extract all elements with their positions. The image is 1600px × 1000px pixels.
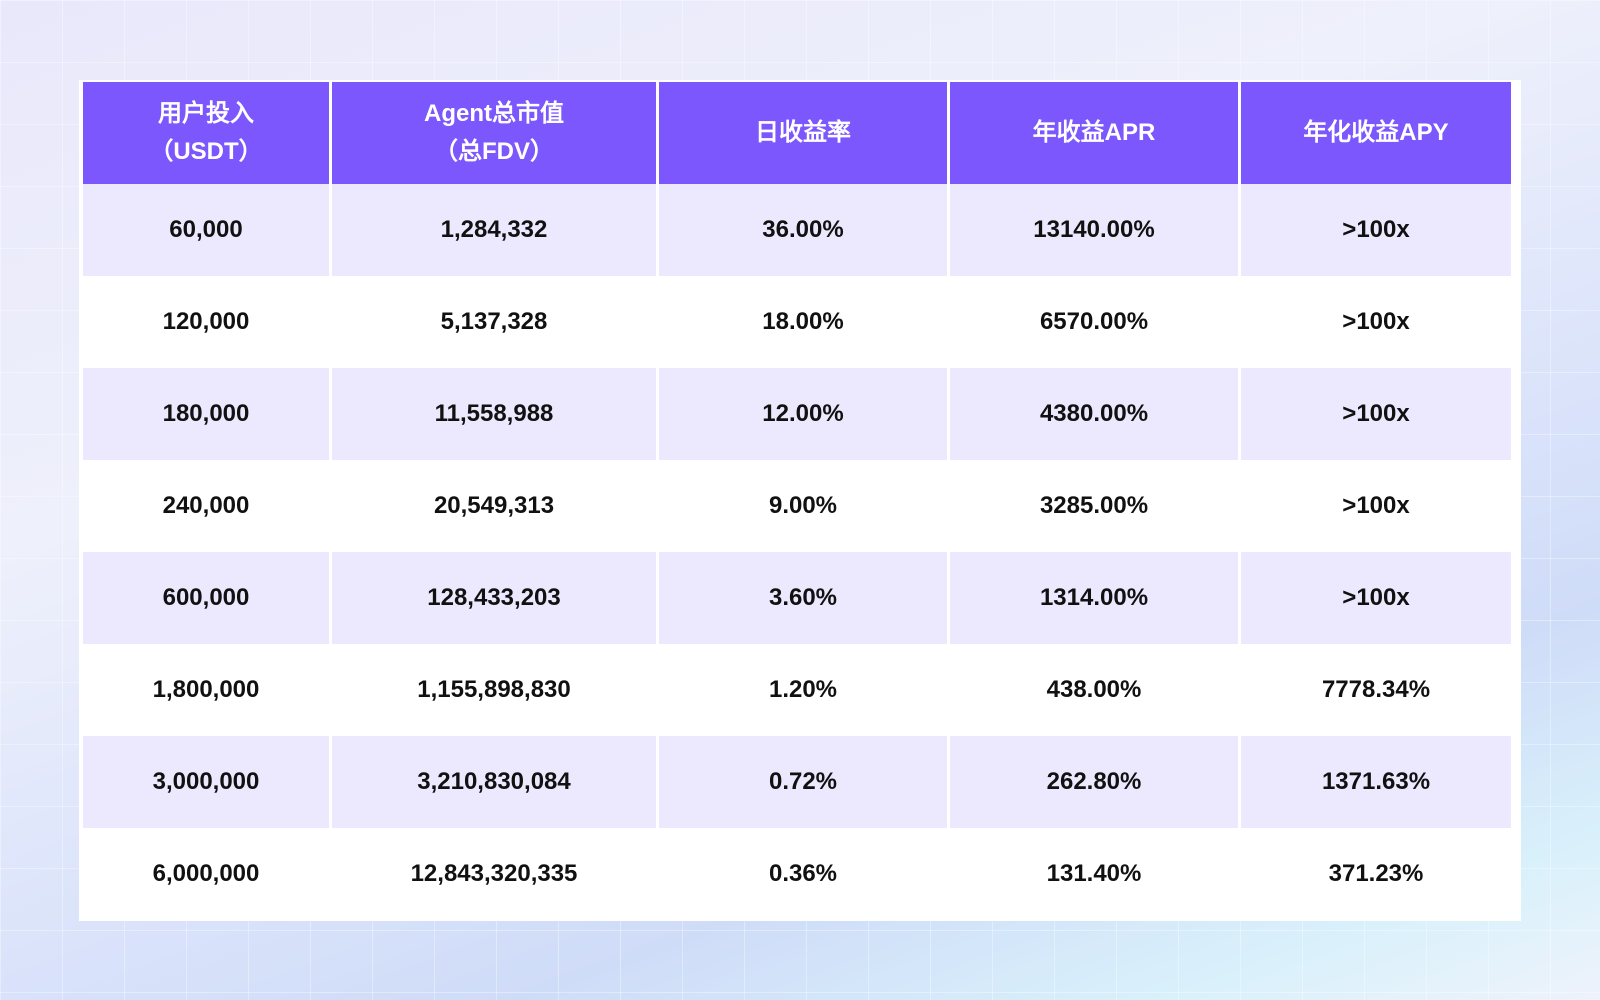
column-header: Agent总市值 （总FDV）	[332, 82, 656, 184]
table-cell: 600,000	[83, 552, 329, 644]
table-cell: 1371.63%	[1241, 736, 1511, 828]
table-row: 6,000,000 12,843,320,335 0.36% 131.40% 371.2…	[83, 828, 1511, 920]
yield-table: 用户投入 （USDT） Agent总市值 （总FDV） 日收益率 年收益APR 年化收益AP…	[80, 82, 1514, 920]
table-cell: 3.60%	[659, 552, 947, 644]
column-header-line2: （总FDV）	[434, 138, 554, 165]
table-cell: 1,155,898,830	[332, 644, 656, 736]
table-row: 600,000 128,433,203 3.60% 1314.00% >100x	[83, 552, 1511, 644]
table-cell: 4380.00%	[950, 368, 1238, 460]
table-cell: 36.00%	[659, 184, 947, 276]
table-cell: 18.00%	[659, 276, 947, 368]
table-cell: 180,000	[83, 368, 329, 460]
table-cell: 12,843,320,335	[332, 828, 656, 920]
table-cell: 60,000	[83, 184, 329, 276]
table-cell: 3285.00%	[950, 460, 1238, 552]
table-cell: 371.23%	[1241, 828, 1511, 920]
column-header-line1: Agent总市值	[424, 100, 564, 127]
table-cell: 1314.00%	[950, 552, 1238, 644]
table-row: 180,000 11,558,988 12.00% 4380.00% >100x	[83, 368, 1511, 460]
table-cell: 3,210,830,084	[332, 736, 656, 828]
column-header-line1: 年收益APR	[1032, 119, 1156, 146]
table-cell: 128,433,203	[332, 552, 656, 644]
table-cell: 5,137,328	[332, 276, 656, 368]
table-cell: 438.00%	[950, 644, 1238, 736]
column-header-line2: （USDT）	[149, 138, 263, 165]
table-cell: >100x	[1241, 552, 1511, 644]
table-cell: 3,000,000	[83, 736, 329, 828]
column-header-line1: 年化收益APY	[1303, 119, 1449, 146]
table-row: 1,800,000 1,155,898,830 1.20% 438.00% 7778.3…	[83, 644, 1511, 736]
table-row: 120,000 5,137,328 18.00% 6570.00% >100x	[83, 276, 1511, 368]
table-cell: 11,558,988	[332, 368, 656, 460]
table-row: 60,000 1,284,332 36.00% 13140.00% >100x	[83, 184, 1511, 276]
table-cell: 1.20%	[659, 644, 947, 736]
column-header: 年化收益APY	[1241, 82, 1511, 184]
table-cell: 0.72%	[659, 736, 947, 828]
column-header-line1: 日收益率	[755, 119, 851, 146]
column-header: 用户投入 （USDT）	[83, 82, 329, 184]
table-cell: 1,284,332	[332, 184, 656, 276]
table-cell: >100x	[1241, 276, 1511, 368]
table-cell: 1,800,000	[83, 644, 329, 736]
table-cell: 262.80%	[950, 736, 1238, 828]
table-cell: 6570.00%	[950, 276, 1238, 368]
table-cell: 13140.00%	[950, 184, 1238, 276]
table-cell: 0.36%	[659, 828, 947, 920]
column-header-line1: 用户投入	[158, 100, 254, 127]
table-cell: >100x	[1241, 184, 1511, 276]
table-cell: 20,549,313	[332, 460, 656, 552]
table-cell: 7778.34%	[1241, 644, 1511, 736]
table-cell: >100x	[1241, 368, 1511, 460]
table-cell: 12.00%	[659, 368, 947, 460]
table-cell: >100x	[1241, 460, 1511, 552]
column-header: 日收益率	[659, 82, 947, 184]
table-cell: 6,000,000	[83, 828, 329, 920]
header-row: 用户投入 （USDT） Agent总市值 （总FDV） 日收益率 年收益APR 年化收益AP…	[83, 82, 1511, 184]
table-cell: 120,000	[83, 276, 329, 368]
table-row: 3,000,000 3,210,830,084 0.72% 262.80% 1371.6…	[83, 736, 1511, 828]
table-row: 240,000 20,549,313 9.00% 3285.00% >100x	[83, 460, 1511, 552]
table-cell: 9.00%	[659, 460, 947, 552]
table-cell: 240,000	[83, 460, 329, 552]
table-card: 用户投入 （USDT） Agent总市值 （总FDV） 日收益率 年收益APR 年化收益AP…	[79, 80, 1521, 921]
table-cell: 131.40%	[950, 828, 1238, 920]
column-header: 年收益APR	[950, 82, 1238, 184]
